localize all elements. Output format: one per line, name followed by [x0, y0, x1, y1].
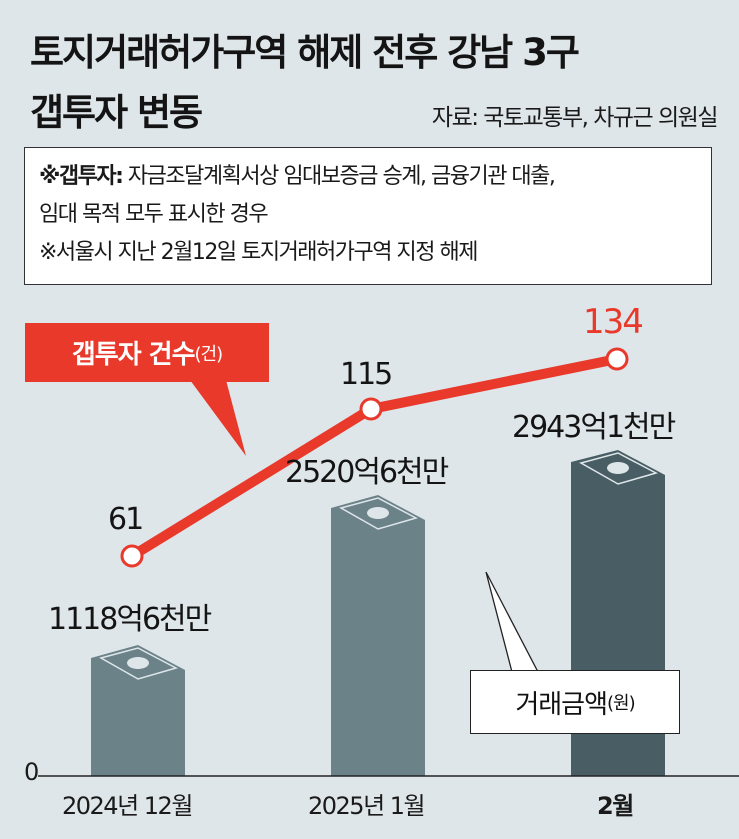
x-tick-2: 2025년 1월: [308, 792, 426, 820]
chart-title-line1: 토지거래허가구역 해제 전후 강남 3구: [30, 31, 580, 74]
x-tick-1: 2024년 12월: [62, 792, 193, 820]
y-axis-zero: 0: [24, 758, 40, 786]
count-point-1: [120, 544, 144, 568]
count-label-1: 61: [108, 502, 144, 537]
footnote-1-term: ※갭투자:: [39, 164, 124, 189]
line-legend-tag: 갭투자 건수 (건): [25, 323, 269, 382]
footnote-1-text: 자금조달계획서상 임대보증금 승계, 금융기관 대출,: [122, 164, 556, 189]
amount-label-2: 2520억6천만: [285, 455, 449, 490]
count-label-3: 134: [583, 302, 644, 342]
amount-label-3: 2943억1천만: [512, 410, 676, 445]
footnote-1-cont: 임대 목적 모두 표시한 경우: [39, 202, 269, 227]
footnote-1: ※갭투자: 자금조달계획서상 임대보증금 승계, 금융기관 대출,: [39, 158, 697, 196]
footnote-2: ※서울시 지난 2월12일 토지거래허가구역 지정 해제: [39, 240, 478, 265]
line-legend-pointer: [190, 380, 246, 456]
bar-legend-unit: (원): [607, 693, 636, 714]
line-legend-label: 갭투자 건수: [71, 340, 196, 370]
count-label-2: 115: [340, 357, 393, 392]
amount-label-1: 1118억6천만: [48, 602, 212, 637]
line-legend-unit: (건): [194, 343, 224, 365]
bar-2025-01: [331, 495, 425, 776]
bar-legend-label: 거래금액: [515, 689, 608, 720]
source-text: 자료: 국토교통부, 차규근 의원실: [431, 105, 719, 131]
x-tick-3: 2월: [597, 792, 634, 820]
chart-title-line2: 갭투자 변동: [30, 91, 203, 134]
footnote-box: ※갭투자: 자금조달계획서상 임대보증금 승계, 금융기관 대출, 임대 목적 …: [24, 147, 712, 285]
count-point-2: [359, 397, 383, 421]
bar-legend-tag: 거래금액 (원): [470, 670, 680, 734]
bar-2024-12: [91, 645, 185, 776]
count-point-3: [605, 347, 629, 371]
bar-legend-pointer: [485, 571, 540, 673]
